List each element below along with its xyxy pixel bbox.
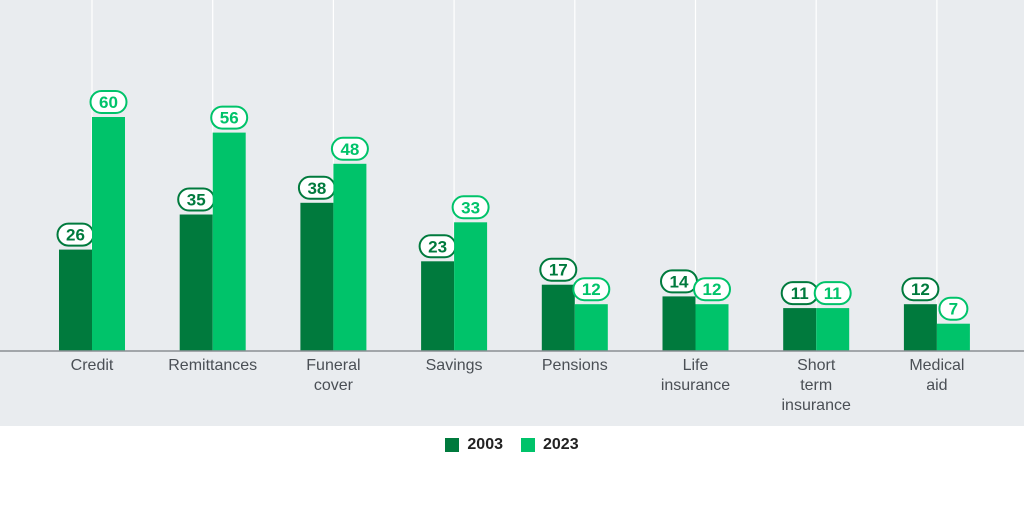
data-label-pill: [572, 277, 611, 302]
category-label: Life: [683, 357, 709, 374]
category-label: Savings: [426, 357, 483, 374]
bar-2023: [574, 304, 608, 351]
category-label: Credit: [71, 357, 114, 374]
bar-2023: [816, 308, 850, 351]
legend-item-2023: 2023: [521, 436, 579, 454]
category-label: Remittances: [168, 357, 257, 374]
bar-2023: [695, 304, 729, 351]
data-label-2003: 12: [911, 280, 930, 299]
category-label: Funeral: [306, 357, 360, 374]
legend-swatch-2023: [521, 438, 535, 452]
data-label-2003: 11: [791, 284, 809, 303]
category-label: Short: [797, 357, 836, 374]
data-label-2023: 12: [703, 280, 722, 299]
bar-2023: [212, 132, 246, 351]
legend-item-2003: 2003: [445, 436, 503, 454]
data-label-2003: 26: [66, 226, 85, 245]
data-label-pill: [330, 136, 369, 161]
legend-swatch-2003: [445, 438, 460, 452]
data-label-2023: 7: [949, 300, 958, 319]
category-label: cover: [314, 377, 354, 394]
category-label: Medical: [909, 357, 964, 374]
data-label-pill: [210, 105, 249, 130]
bar-2003: [903, 304, 937, 351]
data-label-pill: [813, 281, 852, 306]
data-label-2023: 48: [340, 140, 359, 159]
bar-2023: [454, 222, 488, 351]
data-label-2023: 11: [824, 284, 842, 303]
data-label-2023: 60: [99, 93, 118, 112]
data-label-pill: [451, 195, 490, 220]
data-label-2023: 56: [220, 109, 239, 128]
data-label-2023: 33: [461, 198, 480, 217]
data-label-2003: 17: [549, 261, 568, 280]
data-label-pill: [938, 296, 969, 321]
bar-2003: [541, 284, 575, 351]
plot-area: [0, 0, 1024, 426]
category-label: insurance: [782, 397, 851, 414]
legend-label-2003: 2003: [467, 436, 503, 453]
category-label: aid: [926, 377, 947, 394]
bar-2023: [936, 323, 970, 351]
bar-2003: [662, 296, 696, 351]
bar-2003: [421, 261, 455, 351]
data-label-pill: [901, 277, 940, 302]
legend: 2003 2023: [0, 436, 1024, 454]
data-label-pill: [693, 277, 731, 302]
bar-2003: [179, 214, 213, 351]
data-label-pill: [89, 90, 128, 114]
data-label-2003: 23: [428, 237, 447, 256]
bar-chart: 26 60 Credit 35 56 Remittances 38 48 Funeral cove…: [0, 0, 1024, 414]
data-label-2003: 14: [670, 272, 689, 291]
category-label: Pensions: [542, 357, 608, 374]
legend-label-2023: 2023: [543, 436, 579, 453]
bar-2003: [59, 249, 92, 351]
data-label-2003: 38: [307, 179, 326, 198]
bar-2023: [333, 163, 367, 351]
category-label: term: [800, 377, 832, 394]
data-label-pill: [539, 257, 578, 282]
bar-2023: [92, 117, 125, 351]
data-label-2003: 35: [187, 191, 206, 210]
bar-2003: [300, 202, 334, 351]
category-label: insurance: [661, 377, 730, 394]
bar-2003: [783, 308, 817, 351]
data-label-2023: 12: [582, 280, 601, 299]
